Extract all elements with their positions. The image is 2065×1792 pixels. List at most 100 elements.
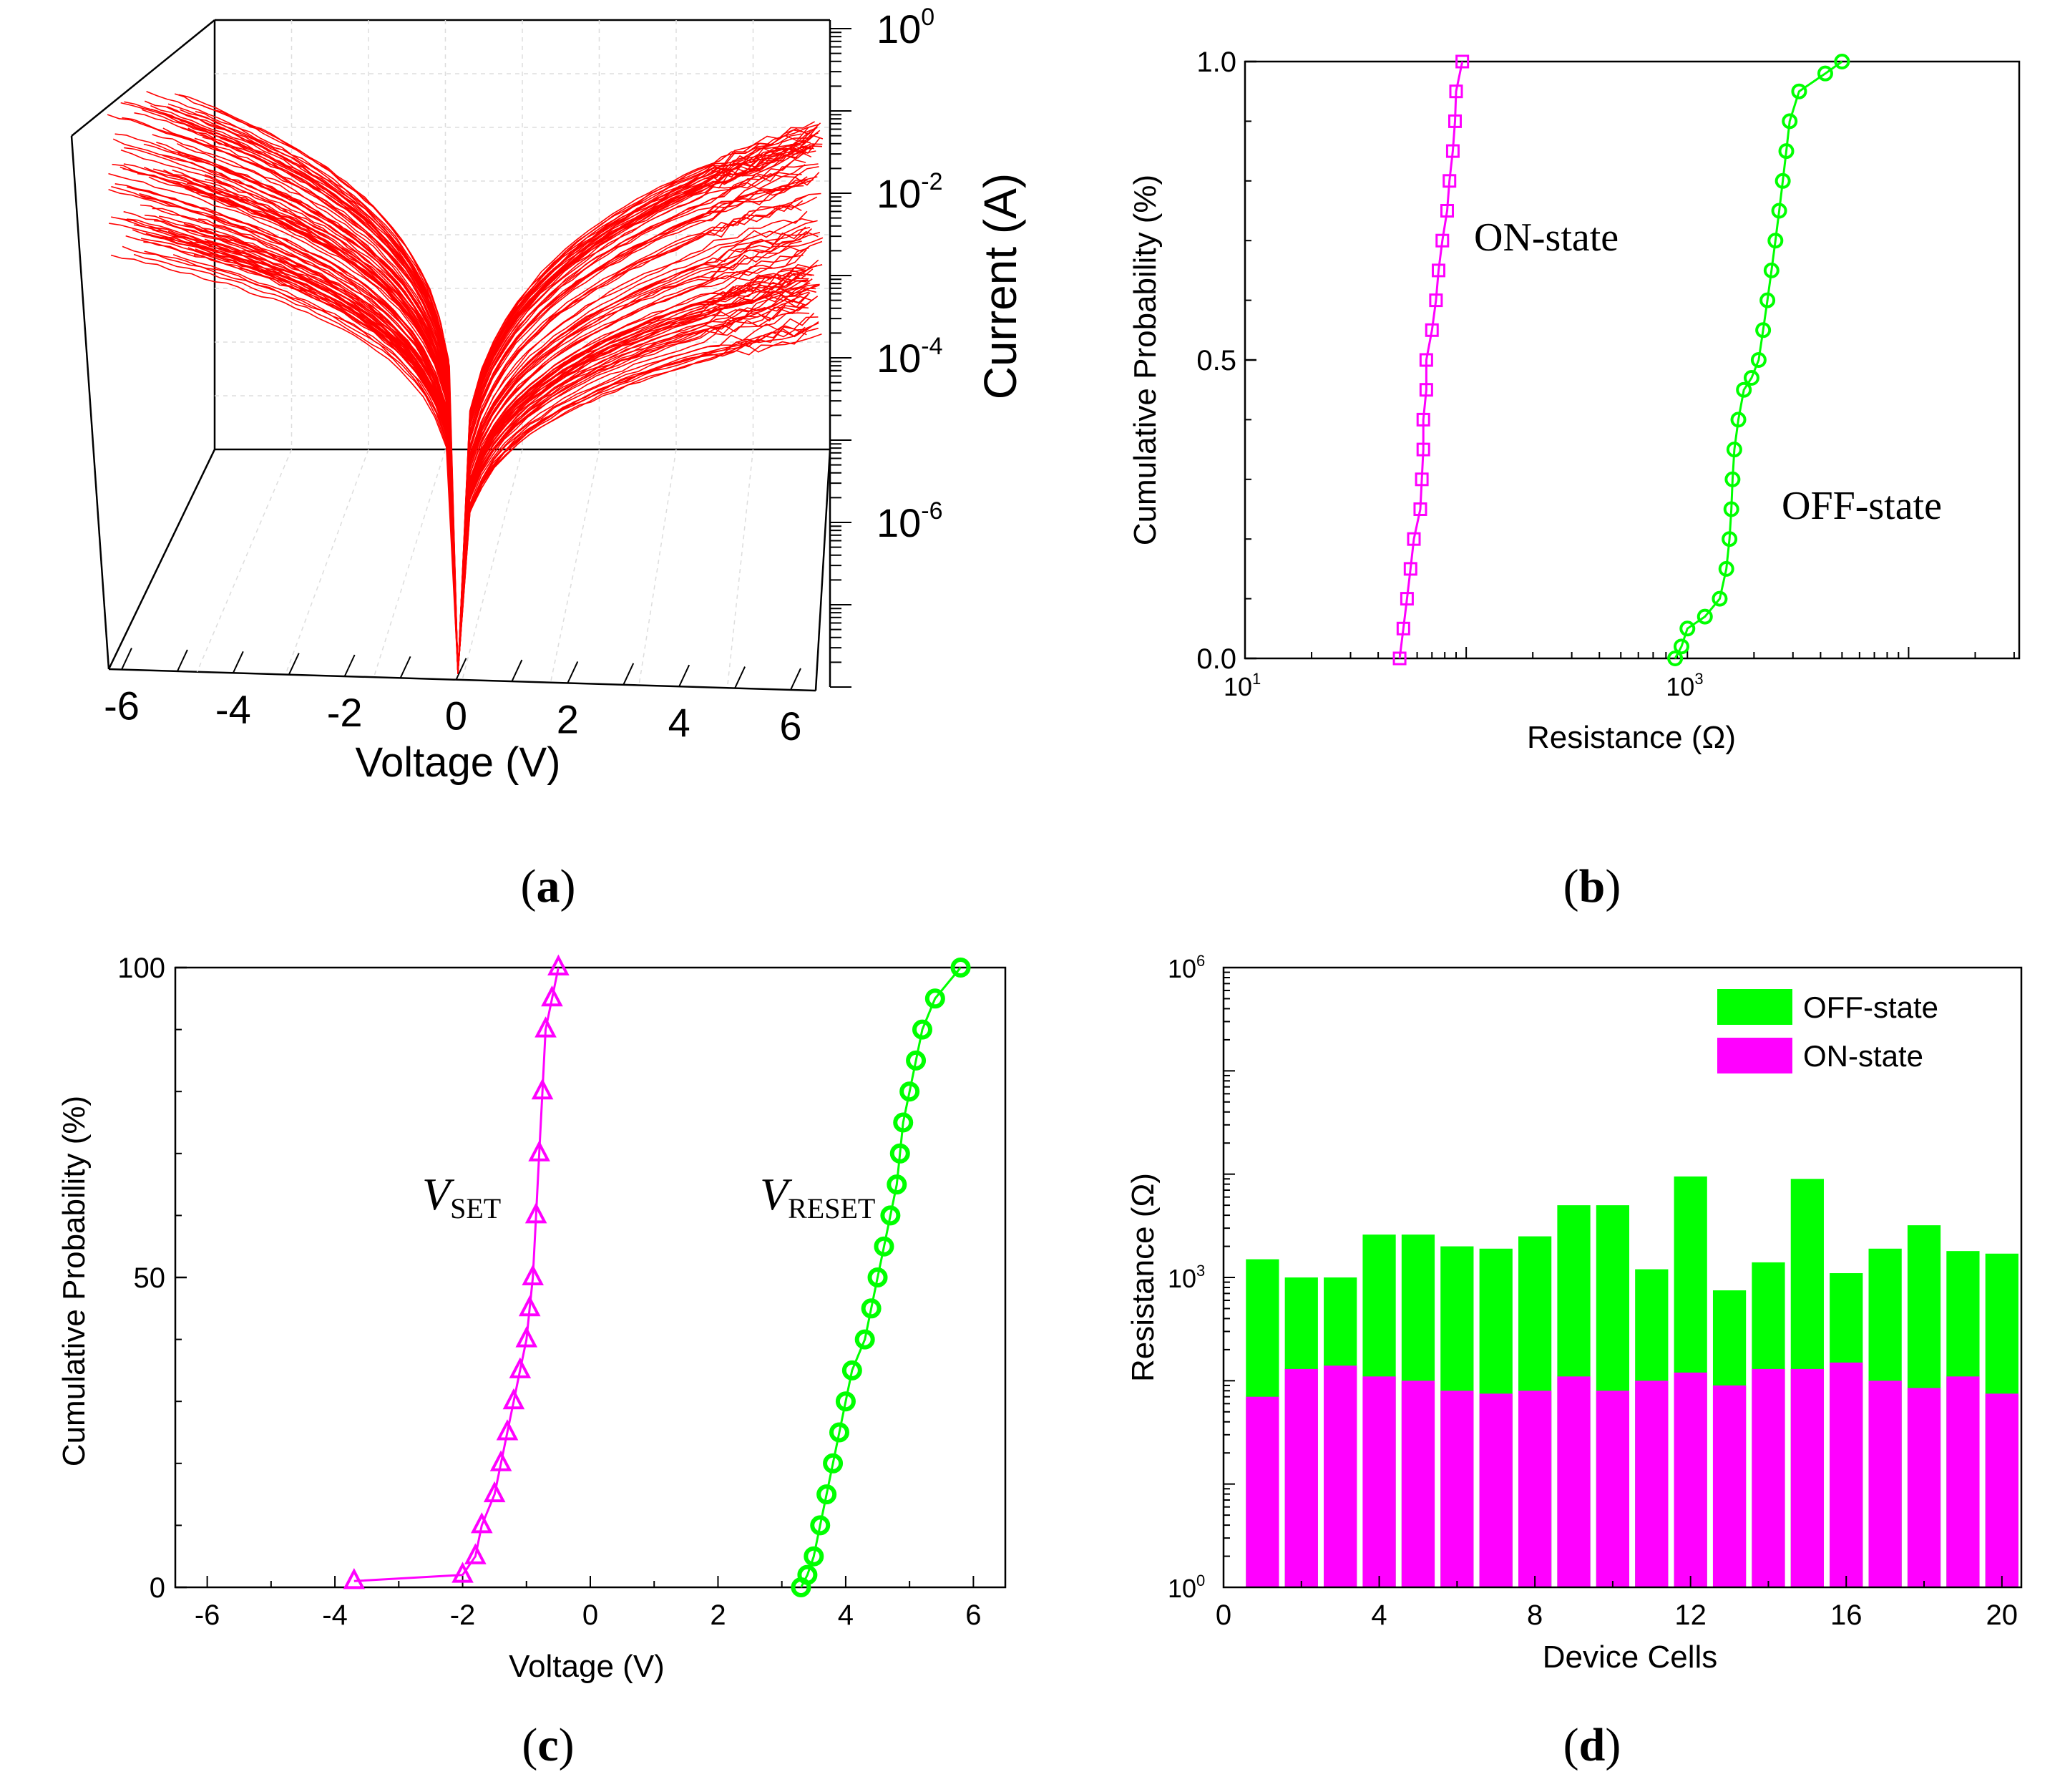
data-point-on (1415, 472, 1429, 487)
x-tick (623, 663, 635, 686)
data-point-off (1834, 54, 1850, 69)
y-tick-label: 106 (1168, 952, 1205, 983)
panel-b-caption: (b) (1563, 860, 1621, 912)
box-front-bottom-edge (108, 668, 816, 692)
x-tick-label-exp: 1 (1252, 670, 1261, 688)
panel-d-legend: OFF-state ON-state (1717, 989, 1938, 1073)
data-point-vset (534, 1016, 557, 1038)
data-point-vreset (912, 1019, 932, 1040)
z-tick-label-exp: 0 (921, 4, 934, 31)
data-point-vreset (906, 1050, 927, 1071)
bar-on-state (1440, 1391, 1474, 1587)
panel-c-x-axis-label: Voltage (V) (509, 1649, 665, 1684)
z-tick-label: 10-6 (877, 497, 943, 545)
bar-on-state (1596, 1391, 1630, 1587)
x-tick-label: -6 (195, 1599, 220, 1631)
x-tick (678, 664, 690, 687)
data-point-on (1419, 353, 1433, 367)
x-tick-label: 2 (710, 1599, 726, 1631)
x-tick (121, 648, 132, 670)
data-point-off (1724, 471, 1741, 487)
grid-line (196, 449, 293, 673)
x-tick-label-base: 10 (1666, 672, 1694, 701)
z-tick-label-exp: -4 (921, 333, 942, 360)
panel-b-annotation-off: OFF-state (1782, 484, 1942, 528)
y-tick-label-base: 10 (1168, 954, 1196, 983)
iv-curve (167, 103, 812, 673)
data-point-vreset (893, 1112, 914, 1133)
data-point-off (1755, 322, 1772, 339)
grid-line (285, 449, 369, 675)
panel-c-caption: (c) (522, 1719, 574, 1771)
x-tick (288, 653, 300, 676)
iv-curve (110, 254, 819, 673)
y-tick-label-exp: 6 (1196, 952, 1205, 970)
bar-on-state (1246, 1396, 1279, 1587)
z-tick-label: 10-2 (877, 168, 943, 216)
iv-curve (111, 216, 819, 673)
data-point-on (1407, 532, 1421, 546)
panel-c-y-axis-label: Cumulative Probability (%) (57, 1096, 92, 1466)
x-tick-label: 0 (445, 693, 467, 739)
data-point-off (1774, 172, 1791, 189)
data-point-on (1432, 263, 1446, 278)
x-tick-label: 0 (582, 1599, 598, 1631)
data-point-vset (531, 1078, 554, 1100)
y-tick-label-base: 10 (1168, 1264, 1196, 1293)
panel-a-x-axis-label: Voltage (V) (356, 739, 561, 786)
data-point-off (1817, 65, 1833, 82)
data-point-on (1413, 502, 1427, 516)
bar-on-state (1752, 1368, 1785, 1587)
data-point-vreset (887, 1174, 907, 1195)
data-point-vreset (874, 1236, 894, 1257)
bar-on-state (1362, 1376, 1396, 1587)
box-left-top-edge (71, 19, 215, 137)
data-point-off (1750, 352, 1767, 368)
data-point-off (1791, 83, 1807, 99)
bar-on-state (1401, 1380, 1435, 1587)
x-tick-label: 4 (1371, 1599, 1387, 1631)
z-tick-label-base: 10 (877, 171, 921, 216)
data-point-vset (502, 1388, 525, 1410)
data-point-off (1759, 292, 1776, 308)
x-tick-label: 4 (838, 1599, 854, 1631)
x-tick (399, 656, 411, 678)
data-point-off (1730, 412, 1747, 428)
bar-on-state (1324, 1365, 1357, 1587)
iv-curve (172, 169, 809, 673)
panel-c-axes: 0 50 100 -6 -4 -2 0 2 4 6 (117, 953, 981, 1631)
data-point-vreset (816, 1484, 837, 1505)
data-point-on (1440, 204, 1454, 218)
y-tick-label-base: 10 (1168, 1574, 1196, 1603)
data-point-off (1722, 531, 1738, 547)
iv-curve (193, 254, 816, 672)
data-point-on (1400, 592, 1414, 606)
data-point-on (1392, 651, 1407, 666)
data-point-off (1726, 442, 1742, 458)
data-point-vset (515, 1326, 538, 1348)
data-point-vreset (823, 1453, 844, 1474)
bar-on-state (1830, 1362, 1863, 1587)
data-point-on (1403, 562, 1417, 576)
data-point-on (1445, 144, 1460, 158)
y-tick-label: 100 (1168, 1572, 1205, 1603)
data-point-off (1763, 262, 1780, 278)
iv-curve (124, 147, 814, 673)
data-point-vreset (835, 1391, 856, 1412)
panel-a-caption: (a) (521, 860, 576, 912)
bar-on-state (1868, 1380, 1902, 1587)
data-point-vset (547, 954, 570, 975)
y-tick-label: 50 (134, 1262, 166, 1294)
iv-curve (123, 163, 819, 674)
vset-sub: SET (450, 1192, 501, 1224)
bar-on-state (1674, 1372, 1707, 1587)
iv-curve (198, 218, 809, 673)
data-point-vreset (880, 1205, 901, 1226)
y-tick-label: 100 (117, 953, 165, 984)
